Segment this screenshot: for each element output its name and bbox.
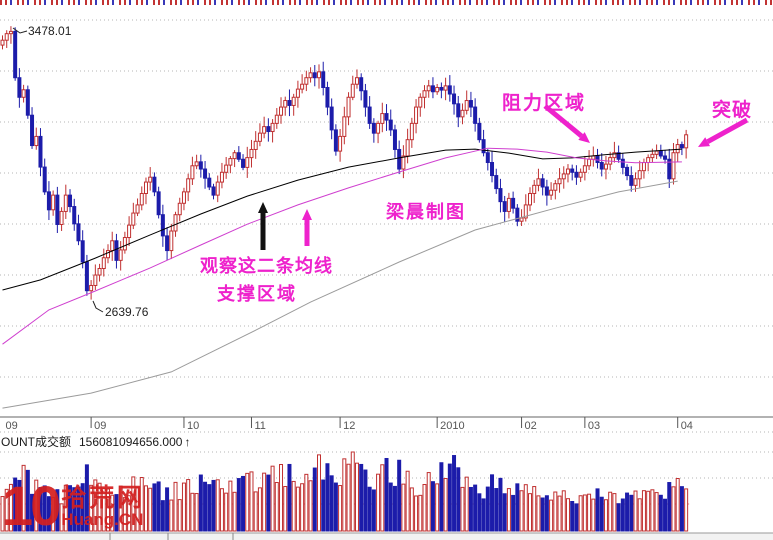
amount-indicator-row: OUNT成交额 156081094656.000 ↑ (1, 433, 190, 450)
trough-price-label: 2639.76 (105, 305, 149, 319)
x-axis-label: 09 (94, 420, 106, 432)
amount-indicator-value: 156081094656.000 (79, 435, 183, 449)
x-axis-label: 02 (525, 420, 537, 432)
observe-ma-annotation-line2: 支撑区域 (217, 284, 297, 304)
peak-price-label: 3478.01 (28, 24, 72, 38)
x-axis-label: 2010 (440, 420, 464, 432)
ma-slow-gray (2, 180, 678, 409)
x-axis-label: 03 (588, 420, 600, 432)
resistance-zone-annotation: 阻力区域 (502, 93, 587, 114)
ma-mid-magenta (2, 147, 682, 345)
breakout-annotation: 突破 (712, 100, 753, 121)
amount-up-arrow: ↑ (184, 435, 191, 449)
x-axis-label: 10 (187, 420, 199, 432)
x-axis-label: 12 (343, 420, 355, 432)
trough-pointer-line (92, 300, 104, 313)
ma-fast-black (2, 148, 682, 291)
chart-credit-annotation: 梁晨制图 (386, 202, 466, 222)
peak-pointer-line (12, 27, 28, 34)
observe-ma-annotation-line1: 观察这二条均线 (200, 256, 333, 276)
amount-indicator-label: OUNT成交额 (1, 435, 71, 449)
x-axis-label: 09 (6, 420, 18, 432)
clipped-toolbar-text-strip (0, 0, 773, 5)
x-axis-label: 04 (681, 420, 693, 432)
x-axis-label: 11 (254, 420, 265, 432)
